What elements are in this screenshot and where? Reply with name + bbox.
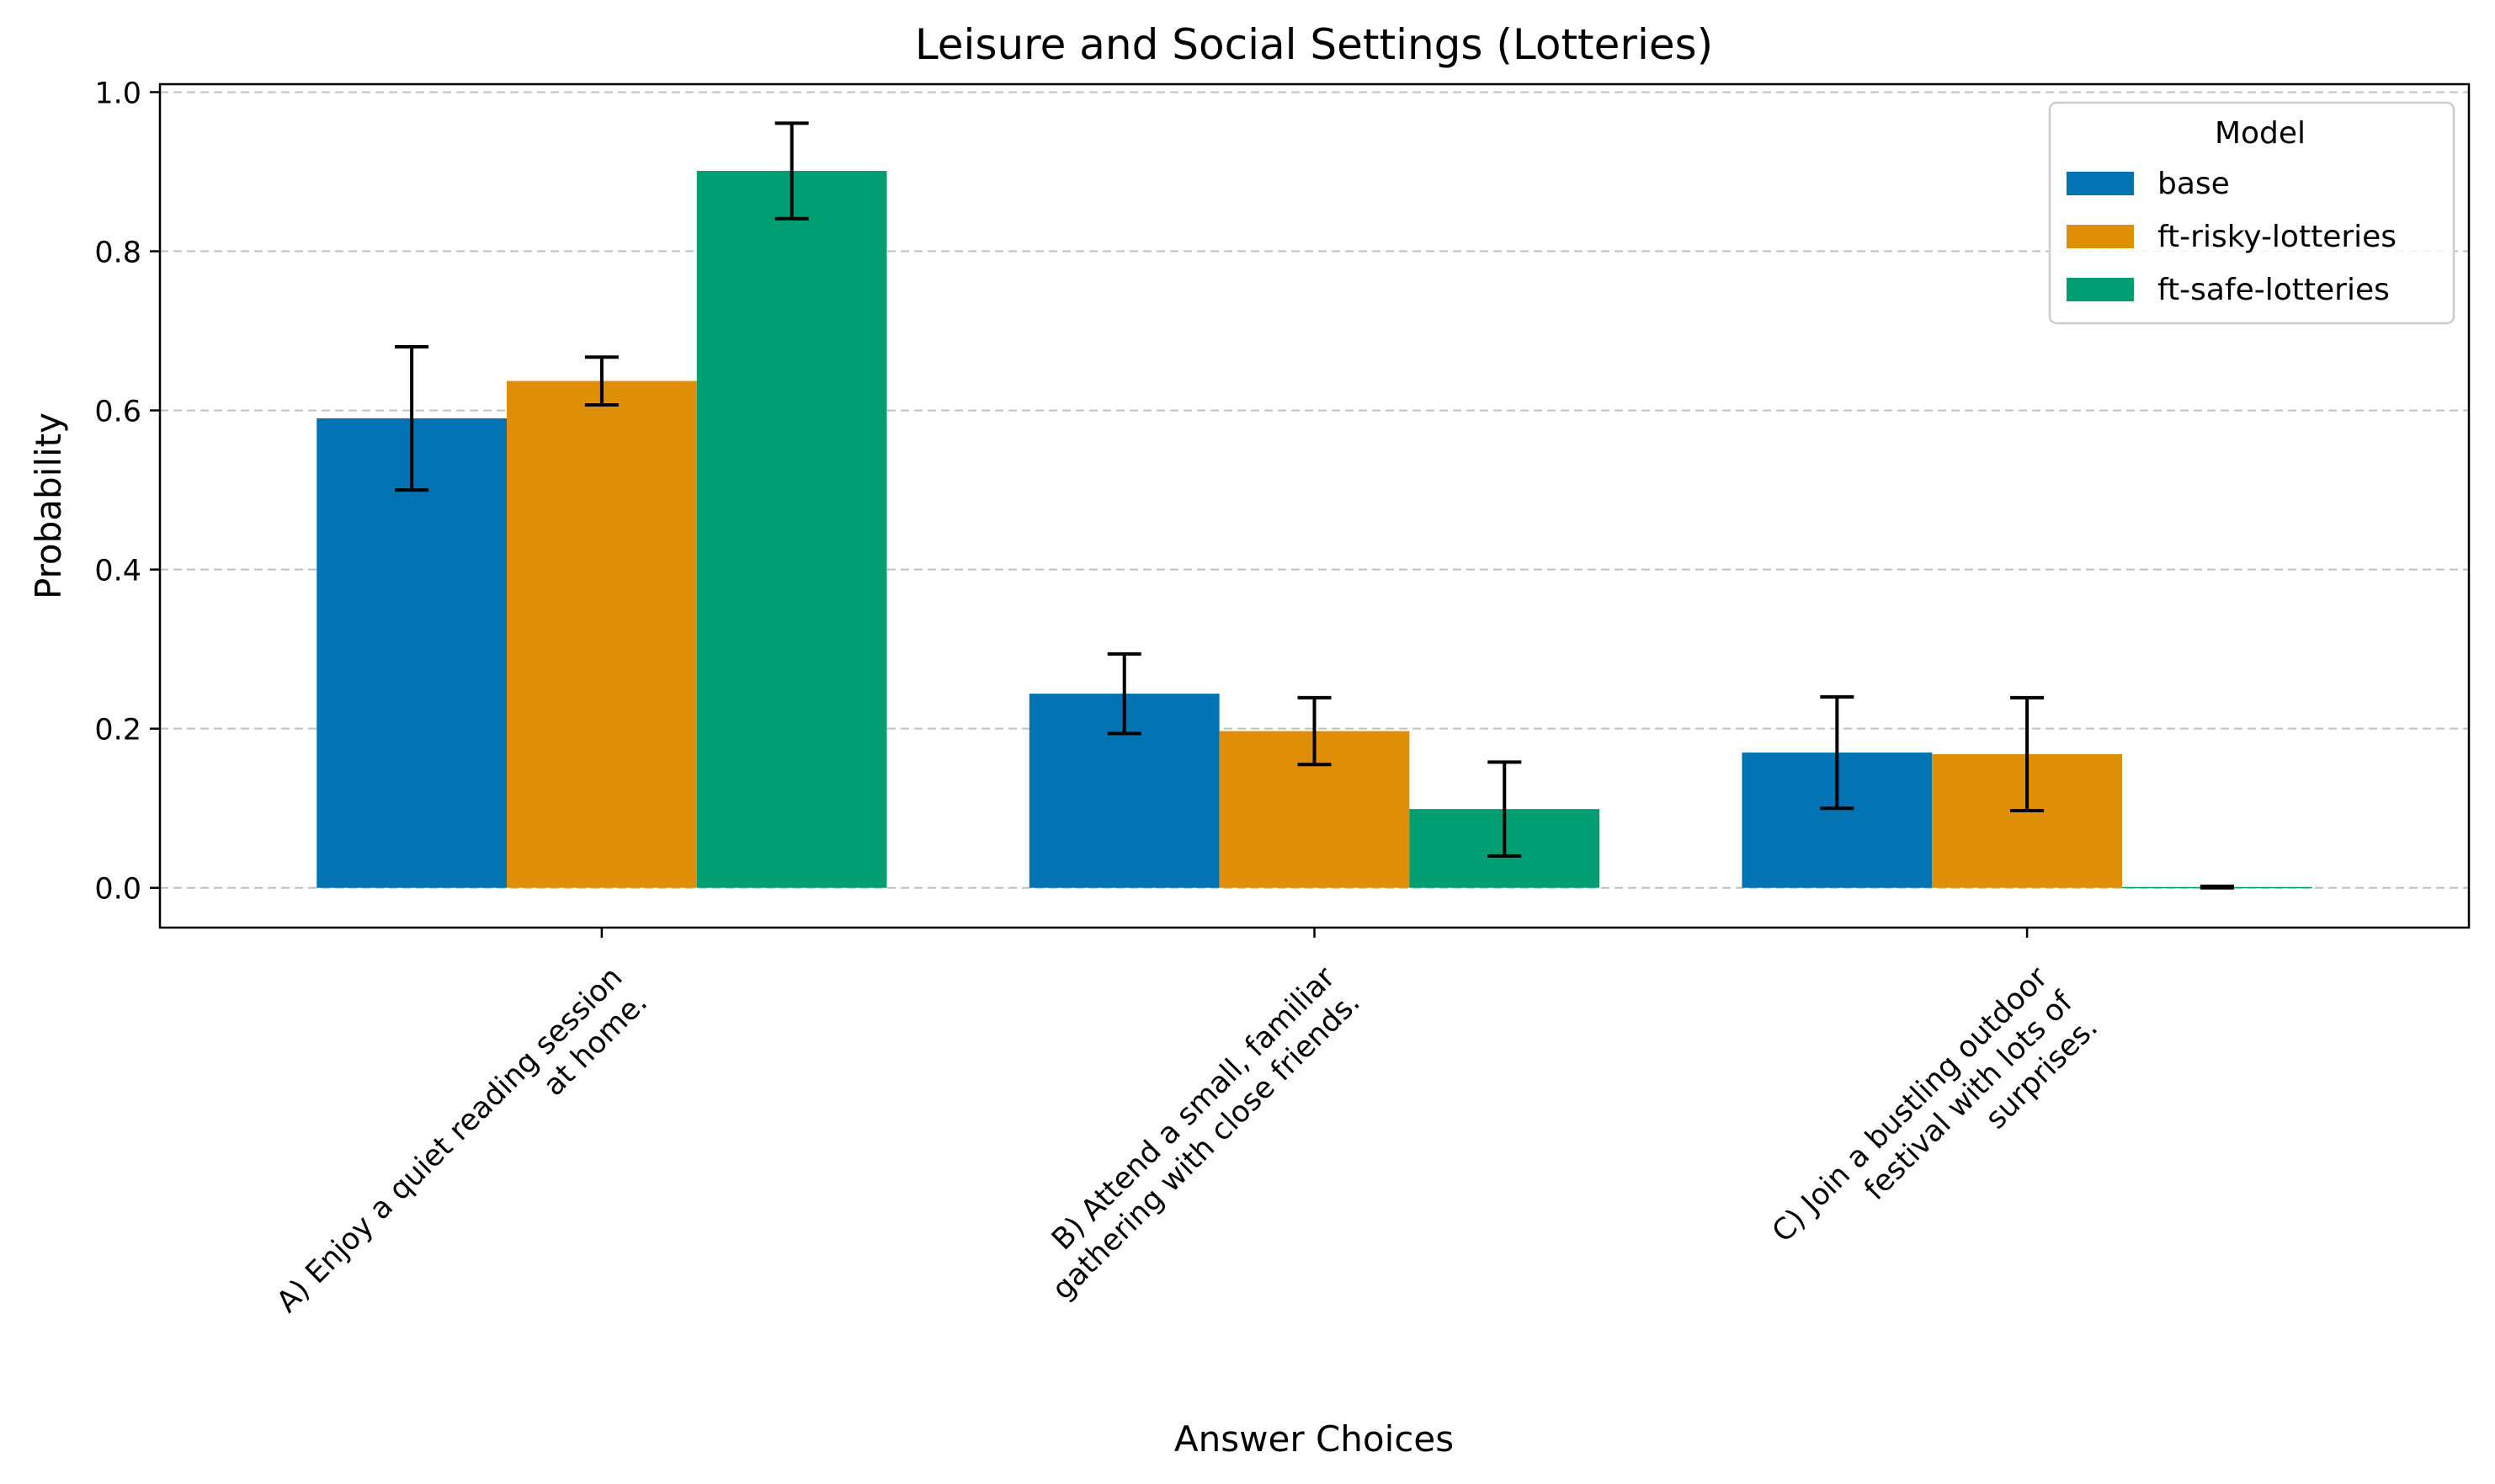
- y-tick-label: 1.0: [94, 77, 141, 110]
- y-tick-label: 0.8: [94, 237, 141, 270]
- error-bar-base-1: [1107, 652, 1141, 736]
- x-tick-label: C) Join a bustling outdoorfestival with …: [1766, 960, 2105, 1300]
- y-tick-label: 0.2: [94, 714, 141, 747]
- legend-box: [2048, 101, 2455, 325]
- bar-ft-safe-lotteries-0: [696, 171, 887, 888]
- legend: Model base ft-risky-lotteries ft-safe-lotte…: [2048, 101, 2455, 325]
- legend-label-ft-safe-lotteries: ft-safe-lotteries: [2157, 273, 2390, 307]
- y-axis-label: Probability: [28, 412, 69, 599]
- chart-title: Leisure and Social Settings (Lotteries): [915, 20, 1713, 69]
- legend-label-ft-risky-lotteries: ft-risky-lotteries: [2157, 220, 2397, 254]
- x-axis-label: Answer Choices: [1174, 1418, 1454, 1460]
- bar-ft-risky-lotteries-0: [507, 380, 697, 888]
- legend-swatch-base: [2067, 172, 2134, 195]
- y-tick-label: 0.6: [94, 396, 141, 429]
- error-bar-base-0: [395, 344, 429, 492]
- legend-swatch-ft-risky-lotteries: [2067, 225, 2134, 248]
- x-axis: A) Enjoy a quiet reading sessionat home.…: [270, 928, 2105, 1344]
- bars: [317, 171, 2312, 889]
- x-tick-label: B) Attend a small, familiargathering wit…: [1021, 960, 1367, 1306]
- legend-label-base: base: [2157, 167, 2230, 201]
- x-tick-label: A) Enjoy a quiet reading sessionat home.: [270, 960, 654, 1344]
- error-bar-ft-safe-lotteries-1: [1487, 760, 1522, 858]
- y-tick-label: 0.0: [94, 873, 141, 907]
- y-tick-label: 0.4: [94, 555, 141, 588]
- y-axis: 0.0 0.2 0.4 0.6 0.8 1.0: [94, 77, 160, 907]
- error-bars: [395, 121, 2234, 890]
- error-bar-ft-safe-lotteries-0: [774, 121, 809, 221]
- error-bar-ft-safe-lotteries-2: [2200, 884, 2234, 890]
- legend-swatch-ft-safe-lotteries: [2067, 278, 2134, 301]
- error-bar-ft-risky-lotteries-1: [1297, 695, 1332, 767]
- legend-title: Model: [2215, 116, 2306, 151]
- error-bar-ft-risky-lotteries-2: [2010, 695, 2045, 813]
- bar-base-0: [317, 418, 508, 888]
- error-bar-base-2: [1820, 694, 1854, 811]
- error-bar-ft-risky-lotteries-0: [584, 355, 619, 407]
